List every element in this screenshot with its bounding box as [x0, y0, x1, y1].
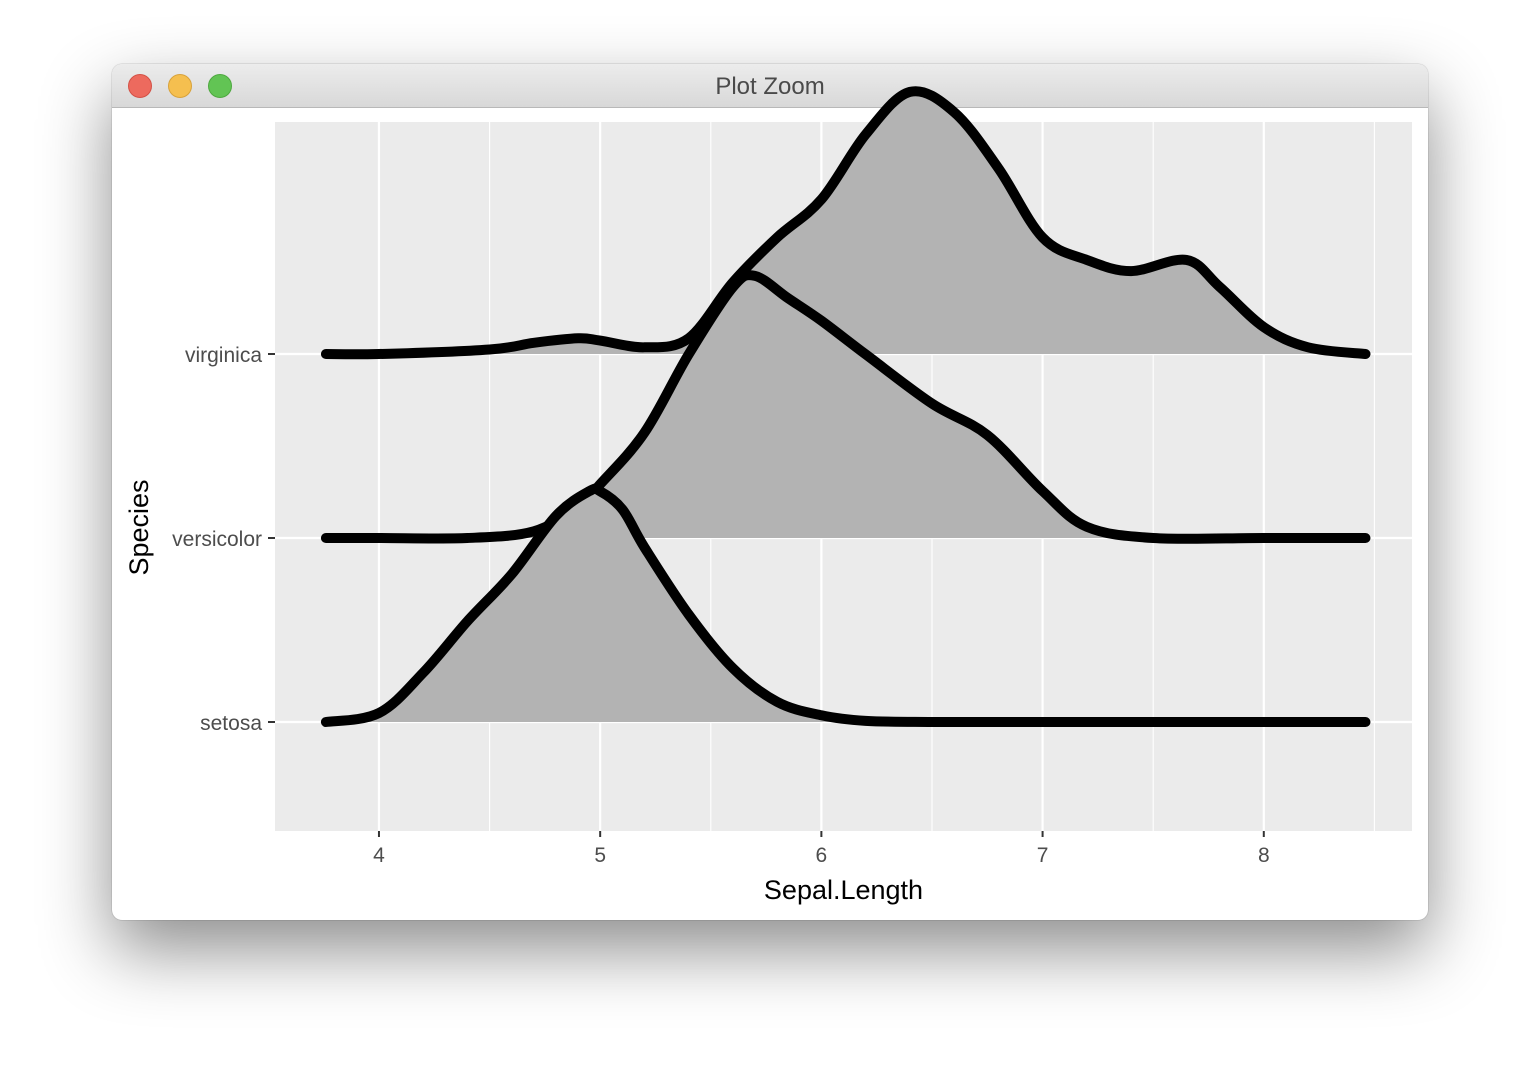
- ridgeline-plot: 4 5 6 7 8 setosa versicolor virginica Sepal.Le…: [124, 86, 1412, 905]
- x-axis: 4 5 6 7 8: [373, 831, 1270, 867]
- ridge-fill-virginica: [325, 91, 1366, 355]
- density-ridges: [320, 86, 1371, 728]
- ridge-line-setosa: [320, 483, 1371, 728]
- y-tick-label: setosa: [200, 712, 262, 735]
- minimize-window-button[interactable]: [168, 74, 192, 98]
- x-axis-title: Sepal.Length: [764, 875, 923, 905]
- plot-zoom-window: Plot Zoom 4 5 6 7 8 setosa versicolor virginic…: [112, 64, 1428, 920]
- ridge-line-versicolor: [320, 270, 1371, 544]
- y-tick-label: versicolor: [172, 528, 262, 551]
- x-tick-label: 7: [1037, 844, 1049, 867]
- y-axis-title: Species: [124, 479, 154, 575]
- y-axis: setosa versicolor virginica: [172, 344, 275, 735]
- ridge-line-virginica: [320, 86, 1371, 360]
- x-tick-label: 4: [373, 844, 385, 867]
- x-tick-label: 6: [816, 844, 828, 867]
- ridge-fill-setosa: [325, 488, 1366, 723]
- y-tick-label: virginica: [185, 344, 262, 367]
- close-window-button[interactable]: [128, 74, 152, 98]
- x-tick-label: 8: [1258, 844, 1270, 867]
- window-titlebar[interactable]: Plot Zoom: [112, 64, 1428, 108]
- ridge-fill-versicolor: [325, 275, 1366, 539]
- zoom-window-button[interactable]: [208, 74, 232, 98]
- x-tick-label: 5: [594, 844, 606, 867]
- window-title: Plot Zoom: [715, 73, 825, 100]
